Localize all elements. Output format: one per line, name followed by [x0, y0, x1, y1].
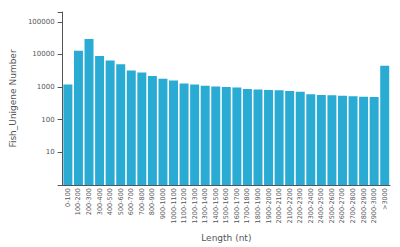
- svg-text:2700-2800: 2700-2800: [349, 188, 357, 223]
- svg-text:Fish_Unigene Number: Fish_Unigene Number: [8, 49, 18, 148]
- svg-text:100000: 100000: [28, 18, 55, 26]
- svg-text:1300-1400: 1300-1400: [201, 188, 209, 223]
- svg-text:2500-2600: 2500-2600: [328, 188, 336, 223]
- svg-text:100: 100: [41, 116, 54, 124]
- svg-text:2300-2400: 2300-2400: [307, 188, 315, 223]
- svg-text:0-100: 0-100: [64, 188, 72, 207]
- svg-text:200-300: 200-300: [85, 188, 93, 215]
- svg-text:100-200: 100-200: [74, 188, 82, 215]
- svg-text:1900-2000: 1900-2000: [265, 188, 273, 223]
- svg-text:900-1000: 900-1000: [159, 188, 167, 219]
- svg-text:300-400: 300-400: [96, 188, 104, 215]
- svg-text:1600-1700: 1600-1700: [233, 188, 241, 223]
- svg-text:2400-2500: 2400-2500: [317, 188, 325, 223]
- svg-text:700-800: 700-800: [138, 188, 146, 215]
- svg-text:1200-1300: 1200-1300: [191, 188, 199, 223]
- svg-text:2600-2700: 2600-2700: [338, 188, 346, 223]
- svg-text:400-500: 400-500: [106, 188, 114, 215]
- svg-text:1000-1100: 1000-1100: [170, 188, 178, 223]
- svg-text:2800-2900: 2800-2900: [360, 188, 368, 223]
- svg-text:1000: 1000: [37, 83, 55, 91]
- svg-text:1400-1500: 1400-1500: [212, 188, 220, 223]
- svg-text:10: 10: [46, 148, 55, 156]
- svg-text:500-600: 500-600: [117, 188, 125, 215]
- svg-text:600-700: 600-700: [127, 188, 135, 215]
- svg-text:1800-1900: 1800-1900: [254, 188, 262, 223]
- svg-text:10000: 10000: [32, 50, 54, 58]
- svg-text:2900-3000: 2900-3000: [370, 188, 378, 223]
- svg-text:1700-1800: 1700-1800: [243, 188, 251, 223]
- svg-text:>3000: >3000: [381, 188, 389, 210]
- svg-text:2200-2300: 2200-2300: [296, 188, 304, 223]
- svg-text:2000-2100: 2000-2100: [275, 188, 283, 223]
- svg-text:Length (nt): Length (nt): [201, 233, 251, 243]
- svg-text:1500-1600: 1500-1600: [222, 188, 230, 223]
- svg-text:2100-2200: 2100-2200: [286, 188, 294, 223]
- svg-text:1100-1200: 1100-1200: [180, 188, 188, 223]
- svg-text:800-900: 800-900: [148, 188, 156, 215]
